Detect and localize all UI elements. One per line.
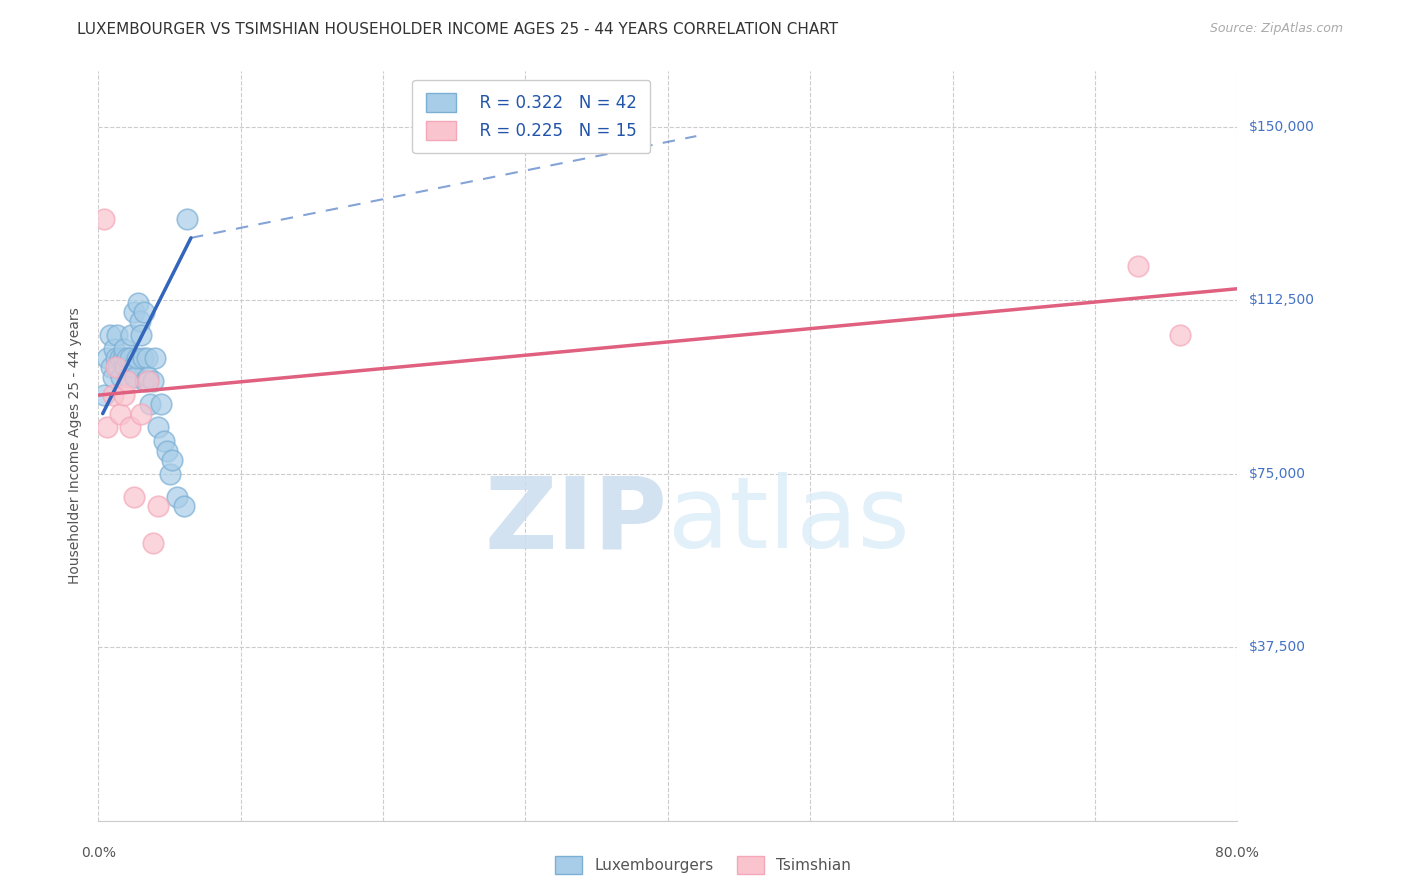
Point [108,407,131,421]
Y-axis label: Householder Income Ages 25 - 44 years: Householder Income Ages 25 - 44 years [69,308,83,584]
Point [132,305,155,319]
Point [100,360,122,375]
Point [124,369,146,384]
Point [129,328,152,343]
Point [121,360,143,375]
Point [141,536,163,550]
Point [136,374,159,388]
Point [110,369,132,384]
Point [105,328,128,343]
Point [125,351,148,365]
Point [135,351,157,365]
Point [141,374,163,388]
Point [112,342,135,356]
Point [118,420,141,434]
Point [150,397,173,411]
Text: atlas: atlas [668,473,910,569]
Point [145,351,167,365]
Point [104,360,127,375]
Point [128,314,150,328]
Point [153,434,176,449]
Point [1170,328,1192,343]
Point [136,369,159,384]
Point [107,360,129,375]
Point [159,467,181,481]
Point [117,369,139,384]
Point [166,490,188,504]
Point [134,374,156,388]
Point [93,212,115,227]
Point [120,328,142,343]
Point [112,388,135,402]
Point [122,490,145,504]
Point [176,212,198,227]
Point [108,351,131,365]
Text: LUXEMBOURGER VS TSIMSHIAN HOUSEHOLDER INCOME AGES 25 - 44 YEARS CORRELATION CHAR: LUXEMBOURGER VS TSIMSHIAN HOUSEHOLDER IN… [77,22,838,37]
Point [115,374,138,388]
Point [122,305,145,319]
Point [114,360,136,375]
Legend: Luxembourgers, Tsimshian: Luxembourgers, Tsimshian [548,850,858,880]
Point [115,351,138,365]
Text: Source: ZipAtlas.com: Source: ZipAtlas.com [1209,22,1343,36]
Point [127,295,149,310]
Point [148,420,170,434]
Point [129,407,152,421]
Point [98,328,121,343]
Point [162,453,184,467]
Point [96,351,118,365]
Text: ZIP: ZIP [485,473,668,569]
Point [131,351,153,365]
Point [148,499,170,513]
Point [103,342,125,356]
Text: 0.0%: 0.0% [82,846,115,860]
Text: $75,000: $75,000 [1249,467,1305,481]
Text: $112,500: $112,500 [1249,293,1315,308]
Text: $37,500: $37,500 [1249,640,1305,654]
Point [118,351,141,365]
Point [104,351,127,365]
Text: 80.0%: 80.0% [1215,846,1260,860]
Point [156,443,179,458]
Point [1126,259,1149,273]
Point [101,369,124,384]
Point [93,388,115,402]
Point [138,397,160,411]
Legend:   R = 0.322   N = 42,   R = 0.225   N = 15: R = 0.322 N = 42, R = 0.225 N = 15 [412,79,650,153]
Point [96,420,118,434]
Point [173,499,195,513]
Point [111,351,134,365]
Text: $150,000: $150,000 [1249,120,1315,134]
Point [101,388,124,402]
